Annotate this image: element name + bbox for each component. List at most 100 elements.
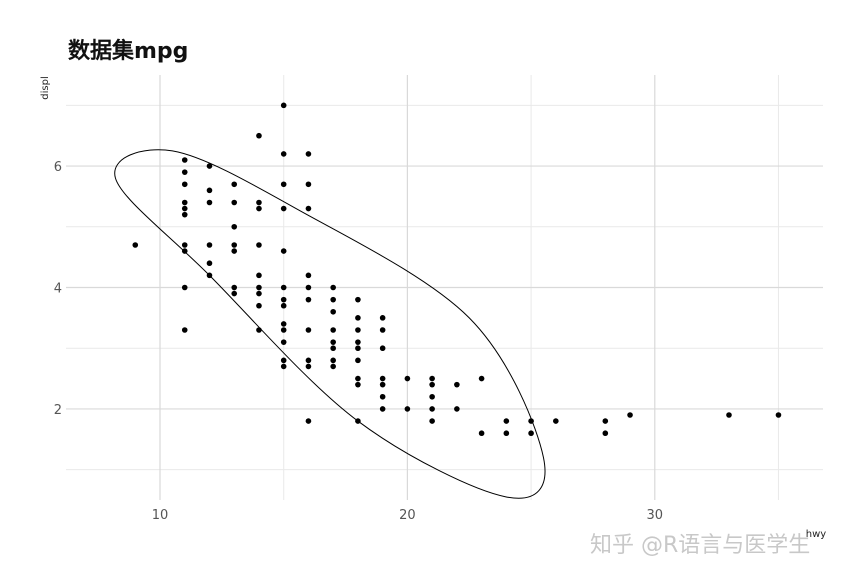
scatter-point bbox=[429, 381, 435, 388]
scatter-point bbox=[305, 296, 312, 303]
scatter-point bbox=[280, 363, 287, 370]
scatter-point bbox=[454, 406, 460, 412]
x-tick-label: 20 bbox=[399, 508, 416, 523]
scatter-point bbox=[305, 284, 312, 291]
scatter-point bbox=[280, 205, 287, 212]
y-tick-label: 2 bbox=[54, 403, 62, 418]
scatter-point bbox=[231, 181, 238, 188]
scatter-point bbox=[280, 102, 287, 109]
scatter-point bbox=[231, 242, 238, 248]
scatter-point bbox=[429, 375, 435, 382]
scatter-point bbox=[305, 181, 312, 188]
scatter-point bbox=[181, 199, 188, 206]
scatter-point bbox=[627, 412, 633, 418]
scatter-point bbox=[256, 242, 262, 248]
scatter-point bbox=[478, 375, 485, 382]
watermark-text: 知乎 @R语言与医学生 bbox=[590, 533, 810, 558]
scatter-point bbox=[528, 430, 534, 437]
scatter-point bbox=[379, 406, 386, 412]
scatter-point bbox=[206, 163, 213, 169]
scatter-point bbox=[181, 205, 188, 212]
scatter-point bbox=[256, 132, 262, 139]
scatter-point bbox=[256, 302, 262, 309]
confidence-ellipse bbox=[114, 149, 546, 499]
scatter-point bbox=[379, 393, 386, 400]
scatter-point bbox=[330, 345, 336, 352]
scatter-point bbox=[280, 357, 287, 364]
scatter-point bbox=[181, 157, 188, 163]
scatter-point bbox=[280, 339, 287, 345]
scatter-point bbox=[280, 181, 287, 188]
scatter-point bbox=[379, 345, 386, 352]
scatter-point bbox=[454, 381, 460, 388]
scatter-point bbox=[305, 205, 312, 212]
scatter-point bbox=[181, 327, 188, 333]
scatter-point bbox=[305, 327, 312, 333]
scatter-point bbox=[181, 169, 188, 175]
y-axis-label: displ bbox=[40, 76, 51, 99]
scatter-point bbox=[305, 357, 312, 364]
scatter-point bbox=[775, 412, 782, 418]
y-tick-label: 4 bbox=[54, 282, 62, 297]
scatter-point bbox=[256, 272, 262, 279]
scatter-point bbox=[330, 308, 336, 315]
scatter-point bbox=[231, 248, 238, 254]
scatter-point bbox=[181, 211, 188, 218]
scatter-point bbox=[280, 151, 287, 157]
scatter-point bbox=[379, 381, 386, 388]
scatter-point bbox=[305, 272, 312, 279]
scatter-point bbox=[429, 418, 435, 424]
scatter-point bbox=[305, 418, 312, 424]
grid-lines bbox=[66, 75, 823, 500]
scatter-point bbox=[181, 181, 188, 188]
scatter-point bbox=[553, 418, 559, 424]
scatter-point bbox=[231, 223, 238, 230]
y-tick-label: 6 bbox=[54, 160, 62, 175]
scatter-point bbox=[280, 284, 287, 291]
scatter-point bbox=[355, 339, 361, 345]
scatter-point bbox=[206, 260, 213, 267]
scatter-point bbox=[330, 296, 336, 303]
scatter-point bbox=[330, 339, 336, 345]
scatter-point bbox=[478, 430, 485, 437]
scatter-point bbox=[132, 242, 139, 248]
scatter-point bbox=[231, 290, 238, 297]
scatter-point bbox=[181, 242, 188, 248]
scatter-point bbox=[256, 205, 262, 212]
scatter-point bbox=[206, 187, 213, 194]
scatter-point bbox=[404, 406, 411, 412]
scatter-point bbox=[355, 327, 361, 333]
scatter-point bbox=[280, 321, 287, 327]
scatter-point bbox=[330, 327, 336, 333]
scatter-point bbox=[355, 357, 361, 364]
scatter-point bbox=[355, 296, 361, 303]
tick-labels: 10 20 30 2 4 6 bbox=[54, 160, 663, 523]
scatter-point bbox=[528, 418, 534, 424]
scatter-point bbox=[602, 430, 609, 437]
scatter-point bbox=[355, 315, 361, 321]
scatter-point bbox=[355, 418, 361, 424]
chart-title: 数据集mpg bbox=[68, 38, 188, 64]
scatter-point bbox=[355, 381, 361, 388]
scatter-point bbox=[330, 357, 336, 364]
scatter-point bbox=[726, 412, 732, 418]
scatter-point bbox=[256, 327, 262, 333]
scatter-point bbox=[379, 327, 386, 333]
data-points bbox=[132, 102, 782, 437]
scatter-point bbox=[231, 199, 238, 206]
scatter-point bbox=[256, 284, 262, 291]
scatter-point bbox=[503, 418, 510, 424]
scatter-point bbox=[280, 248, 287, 254]
x-tick-label: 30 bbox=[647, 508, 664, 523]
scatter-point bbox=[330, 284, 336, 291]
scatter-point bbox=[206, 199, 213, 206]
x-tick-label: 10 bbox=[152, 508, 169, 523]
scatter-point bbox=[280, 302, 287, 309]
scatter-point bbox=[231, 284, 238, 291]
scatter-point bbox=[280, 327, 287, 333]
scatter-point bbox=[280, 296, 287, 303]
scatter-point bbox=[602, 418, 609, 424]
scatter-point bbox=[305, 151, 312, 157]
